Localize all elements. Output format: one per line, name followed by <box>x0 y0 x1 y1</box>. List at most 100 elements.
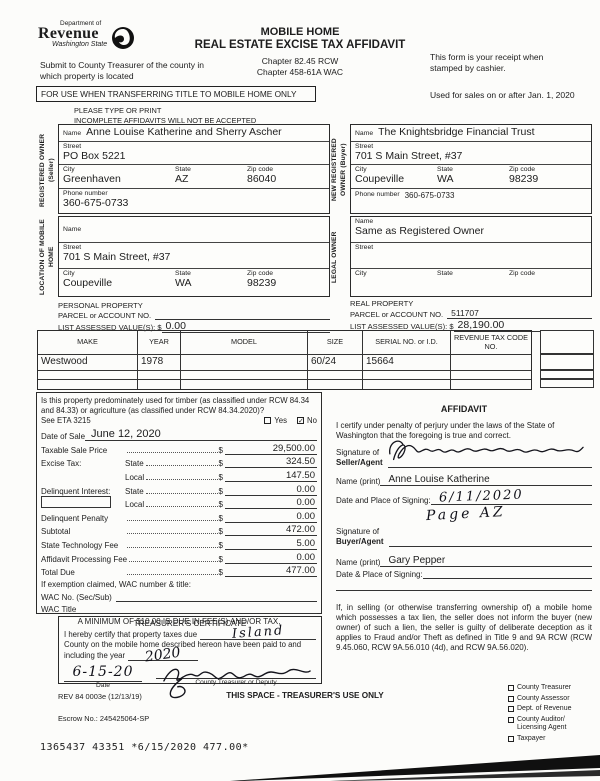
yes-checkbox[interactable] <box>264 417 272 425</box>
code-entry-box[interactable] <box>540 330 594 354</box>
cell-model[interactable] <box>181 380 308 389</box>
treasurer-signature-line[interactable] <box>156 663 316 699</box>
cell-serial[interactable]: 15664 <box>363 355 451 370</box>
seller-name-value[interactable]: Anne Louise Katherine and Sherry Ascher <box>86 126 282 138</box>
real-assessed-value[interactable]: 28,190.00 <box>453 320 592 332</box>
seller-street-value[interactable]: PO Box 5221 <box>63 150 126 162</box>
buyer-phone-value[interactable]: 360-675-0733 <box>404 191 455 200</box>
cell-year[interactable] <box>138 380 181 389</box>
county-entry[interactable]: Island <box>200 623 316 642</box>
location-zip-value[interactable]: 98239 <box>247 277 277 289</box>
county-auditor-checkbox[interactable] <box>508 716 514 723</box>
tax-line-sublabel: State <box>125 459 144 469</box>
seller-name-print-value[interactable]: Anne Louise Katherine <box>380 474 592 486</box>
treasurer-date-entry[interactable]: 6-15-20 <box>64 663 142 682</box>
location-city-value[interactable]: Coupeville <box>63 277 113 289</box>
code-entry-box[interactable] <box>540 354 594 370</box>
buyer-street-value[interactable]: 701 S Main Street, #37 <box>355 150 463 162</box>
tax-line-taxable-sale-price: Taxable Sale Price $ 29,500.00 <box>41 441 317 455</box>
tax-line-amount[interactable]: 0.00 <box>225 552 317 564</box>
buyer-city-value[interactable]: Coupeville <box>355 173 405 185</box>
location-state-value[interactable]: WA <box>175 277 192 289</box>
personal-parcel-value[interactable] <box>155 319 330 320</box>
cell-size[interactable] <box>308 380 363 389</box>
cell-make[interactable]: Westwood <box>38 355 138 370</box>
seller-date-value[interactable]: 6/11/2020 <box>430 488 592 505</box>
tax-line-amount[interactable]: 29,500.00 <box>225 443 317 455</box>
code-entry-box[interactable] <box>540 379 594 388</box>
buyer-date-place-value[interactable] <box>422 578 592 579</box>
tax-line-label: Delinquent Penalty <box>41 513 109 523</box>
distribution-item: County Auditor/ Licensing Agent <box>508 716 594 733</box>
seller-name-label: Name <box>63 130 82 137</box>
tax-line-amount[interactable]: 0.00 <box>225 484 317 496</box>
cell-model[interactable] <box>181 355 308 370</box>
wac-no-value[interactable] <box>115 600 317 602</box>
seller-signature-line[interactable] <box>387 440 592 468</box>
cell-serial[interactable] <box>363 380 451 389</box>
cell-model[interactable] <box>181 371 308 379</box>
cell-code[interactable] <box>451 371 531 379</box>
buyer-state-value[interactable]: WA <box>437 173 454 185</box>
interest-entry-box[interactable] <box>41 496 111 509</box>
seller-state-value[interactable]: AZ <box>175 173 189 185</box>
buyer-signature-line[interactable] <box>388 533 592 547</box>
use-only-banner: FOR USE WHEN TRANSFERRING TITLE TO MOBIL… <box>36 86 316 102</box>
wac-title-value[interactable] <box>80 613 317 615</box>
tax-lien-notice: If, in selling (or otherwise transferrin… <box>336 603 592 652</box>
distribution-checkbox-list: County Treasurer County Assessor Dept. o… <box>508 684 594 746</box>
cell-year[interactable]: 1978 <box>138 355 181 370</box>
seller-phone-value[interactable]: 360-675-0733 <box>63 197 129 209</box>
currency-symbol: $ <box>218 540 223 550</box>
location-street-value[interactable]: 701 S Main Street, #37 <box>63 251 171 263</box>
buyer-name-print-value[interactable]: Gary Pepper <box>380 555 592 567</box>
logo-revenue-text: Revenue <box>38 25 99 42</box>
personal-assessed-value[interactable]: 0.00 <box>161 321 330 333</box>
tax-line-amount[interactable]: 147.50 <box>225 470 317 482</box>
code-entry-box[interactable] <box>540 370 594 379</box>
cell-year[interactable] <box>138 371 181 379</box>
section-label-registered-owner: REGISTERED OWNER (Seller) <box>39 133 55 207</box>
tax-line-amount[interactable]: 5.00 <box>225 538 317 550</box>
real-parcel-value[interactable]: 511707 <box>447 308 592 319</box>
county-assessor-checkbox[interactable] <box>508 695 514 702</box>
distribution-item: County Treasurer <box>508 684 594 693</box>
currency-symbol: $ <box>218 500 223 510</box>
cell-size[interactable] <box>308 371 363 379</box>
buyer-city-label: City <box>355 166 367 173</box>
tax-line-delinquent-interest-state: Delinquent Interest: State $ 0.00 <box>41 482 317 496</box>
date-of-sale-value[interactable]: June 12, 2020 <box>85 428 317 442</box>
cell-serial[interactable] <box>363 371 451 379</box>
buyer-name-value[interactable]: The Knightsbridge Financial Trust <box>378 126 535 138</box>
tax-line-amount[interactable]: 0.00 <box>225 497 317 510</box>
logo-state-text: Washington State <box>52 41 108 48</box>
cell-make[interactable] <box>38 371 138 379</box>
chapter-wac: Chapter 458-61A WAC <box>256 66 344 77</box>
taxpayer-checkbox[interactable] <box>508 735 514 742</box>
tax-line-amount[interactable]: 477.00 <box>225 565 317 578</box>
currency-symbol: $ <box>218 568 223 578</box>
tax-line-amount[interactable]: 324.50 <box>225 456 317 469</box>
see-eta-note: See ETA 3215 <box>41 416 91 426</box>
legal-name-value[interactable]: Same as Registered Owner <box>355 225 484 237</box>
buyer-zip-value[interactable]: 98239 <box>509 173 539 185</box>
location-name-label: Name <box>63 226 82 233</box>
section-label-new-registered-owner: NEW REGISTERED OWNER (Buyer) <box>331 138 347 202</box>
currency-symbol: $ <box>218 486 223 496</box>
tax-line-delinquent-interest-local: Local $ 0.00 <box>41 496 317 510</box>
cell-code[interactable] <box>451 380 531 389</box>
dept-of-revenue-checkbox[interactable] <box>508 706 514 713</box>
cell-size[interactable]: 60/24 <box>308 355 363 370</box>
location-state-label: State <box>175 270 191 277</box>
cell-make[interactable] <box>38 380 138 389</box>
seller-city-value[interactable]: Greenhaven <box>63 173 121 185</box>
county-treasurer-checkbox[interactable] <box>508 685 514 691</box>
col-header-size: SIZE <box>308 331 363 354</box>
year-entry[interactable]: 2020 <box>128 645 199 666</box>
no-checkbox[interactable]: ✓ <box>297 417 305 426</box>
treasurer-certify-line3: including the year <box>64 651 126 661</box>
tax-line-amount[interactable]: 0.00 <box>225 511 317 523</box>
seller-zip-value[interactable]: 86040 <box>247 173 277 185</box>
tax-line-amount[interactable]: 472.00 <box>225 524 317 537</box>
cell-code[interactable] <box>451 355 531 370</box>
